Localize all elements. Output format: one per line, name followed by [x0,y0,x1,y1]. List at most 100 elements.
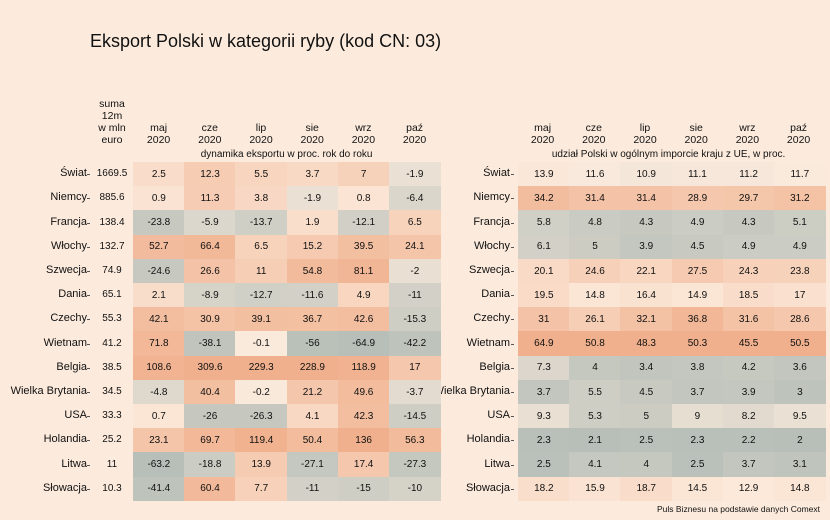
share-cell: 4.2 [722,355,775,381]
dynamics-cell: 11.3 [184,186,236,211]
sum-header-line: w mln [98,122,126,134]
dynamics-cell: 36.7 [286,307,339,332]
share-cell: 11.7 [774,162,826,187]
dynamics-cell: -12.1 [337,210,390,236]
dynamics-cell: 11 [235,258,288,284]
share-cell: 3.7 [722,452,775,478]
share-cell: 36.8 [671,307,724,332]
dynamics-cell: -8.9 [184,283,236,308]
sum-value: 885.6 [99,192,125,204]
share-cell: 7.3 [518,355,570,381]
right-month-header: wrz 2020 [735,122,760,146]
dynamics-cell: 60.4 [184,476,236,502]
dynamics-cell: 21.2 [286,379,339,405]
left-row-tick [87,174,90,176]
left-row-label: Francja [50,215,87,228]
dynamics-cell: 23.1 [133,428,185,453]
share-cell: 64.9 [518,331,570,357]
share-cell: 22.1 [620,258,673,284]
share-cell: 2 [774,428,826,453]
left-month-header: cze 2020 [198,122,222,146]
share-cell: 4.3 [722,210,775,236]
sum-header: suma 12m w mln euro [82,98,142,146]
right-row-tick [511,174,514,176]
dynamics-cell: 4.9 [337,283,390,308]
sum-value: 55.3 [102,313,122,325]
left-row-label: Włochy [50,239,87,252]
left-month-header: lip 2020 [249,122,273,146]
share-cell: 50.5 [774,331,826,357]
share-cell: 29.7 [722,186,775,211]
right-month-header: paź 2020 [786,122,811,146]
right-row-tick [511,246,514,248]
left-row-tick [87,198,90,200]
share-cell: 11.2 [722,162,775,187]
dynamics-cell: 1.9 [286,210,339,236]
chart-title: Eksport Polski w kategorii ryby (kod CN:… [90,31,442,51]
dynamics-cell: 119.4 [235,428,288,453]
left-row-tick [87,488,90,490]
share-cell: 4.5 [620,379,673,405]
left-row-label: Dania [58,288,87,301]
share-cell: 4.9 [671,210,724,236]
sum-value: 74.9 [102,264,122,276]
share-cell: 50.3 [671,331,724,357]
share-cell: 26.1 [569,307,621,332]
dynamics-cell: -63.2 [133,452,185,478]
left-row-label: Czechy [50,312,87,325]
left-row-label: Belgia [56,360,87,373]
dynamics-cell: 0.9 [133,186,185,211]
dynamics-cell: 0.7 [133,404,185,429]
share-cell: 2.1 [569,428,621,453]
left-row-tick [87,367,90,369]
right-row-label: Wielka Brytania [433,384,510,397]
share-cell: 9.5 [774,404,826,429]
dynamics-cell: -12.7 [235,283,288,308]
dynamics-cell: 39.1 [235,307,288,332]
share-cell: 2.2 [722,428,775,453]
share-cell: 16.4 [620,283,673,308]
sum-header-line: 12m [101,110,123,122]
share-cell: 19.5 [518,283,570,308]
right-row-label: Włochy [473,239,510,252]
right-row-label: Słowacja [465,481,510,494]
right-row-label: Litwa [484,457,510,470]
share-cell: 4.5 [671,234,724,260]
share-cell: 31.2 [774,186,826,211]
dynamics-cell: -27.3 [389,452,441,478]
share-cell: 31.6 [722,307,775,332]
right-row-tick [511,367,514,369]
share-cell: 9.3 [518,404,570,429]
share-cell: 3.1 [774,452,826,478]
share-cell: 45.5 [722,331,775,357]
dynamics-cell: -6.4 [389,186,441,211]
left-row-tick [87,222,90,224]
share-cell: 31 [518,307,570,332]
share-cell: 48.3 [620,331,673,357]
share-cell: 5.1 [774,210,826,236]
dynamics-cell: -42.2 [389,331,441,357]
share-cell: 3.8 [671,355,724,381]
dynamics-cell: 108.6 [133,355,185,381]
share-cell: 9 [671,404,724,429]
dynamics-cell: -24.6 [133,258,185,284]
dynamics-cell: -26 [184,404,236,429]
right-row-tick [511,270,514,272]
dynamics-cell: 26.6 [184,258,236,284]
right-row-label: Belgia [479,360,510,373]
right-row-tick [511,343,514,345]
sum-value: 34.5 [102,385,122,397]
left-row-tick [87,391,90,393]
sum-header-line: suma [99,98,125,110]
share-cell: 14.8 [569,283,621,308]
dynamics-cell: 71.8 [133,331,185,357]
dynamics-cell: -56 [286,331,339,357]
dynamics-cell: -26.3 [235,404,288,429]
share-cell: 4 [569,355,621,381]
share-cell: 10.9 [620,162,673,187]
share-cell: 18.7 [620,476,673,502]
share-cell: 2.5 [518,452,570,478]
share-cell: 2.3 [671,428,724,453]
sum-value: 11 [106,458,118,470]
share-cell: 14.8 [774,476,826,502]
